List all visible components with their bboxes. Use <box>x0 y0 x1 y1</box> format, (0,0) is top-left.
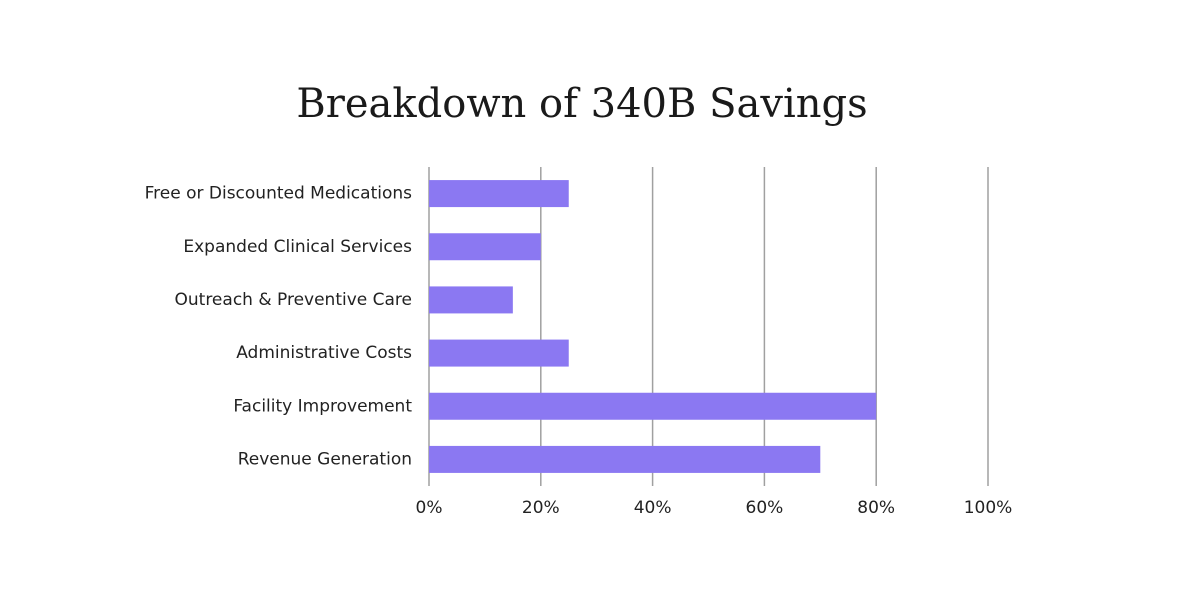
x-tick-label: 40% <box>634 498 672 518</box>
y-tick-label: Facility Improvement <box>233 396 412 416</box>
bar <box>429 392 877 420</box>
y-tick-label: Administrative Costs <box>236 343 412 363</box>
bar <box>429 339 569 367</box>
y-tick-label: Outreach & Preventive Care <box>175 290 413 310</box>
bar <box>429 286 513 314</box>
bar <box>429 180 569 208</box>
x-tick-label: 60% <box>746 498 784 518</box>
bar <box>429 233 541 261</box>
bar <box>429 445 821 473</box>
x-tick-label: 20% <box>522 498 560 518</box>
y-tick-label: Revenue Generation <box>238 449 412 469</box>
x-tick-label: 100% <box>964 498 1013 518</box>
x-tick-label: 80% <box>857 498 895 518</box>
y-tick-label: Expanded Clinical Services <box>183 237 412 257</box>
chart-title: Breakdown of 340B Savings <box>296 81 867 127</box>
x-tick-label: 0% <box>416 498 443 518</box>
y-tick-label: Free or Discounted Medications <box>145 184 413 204</box>
